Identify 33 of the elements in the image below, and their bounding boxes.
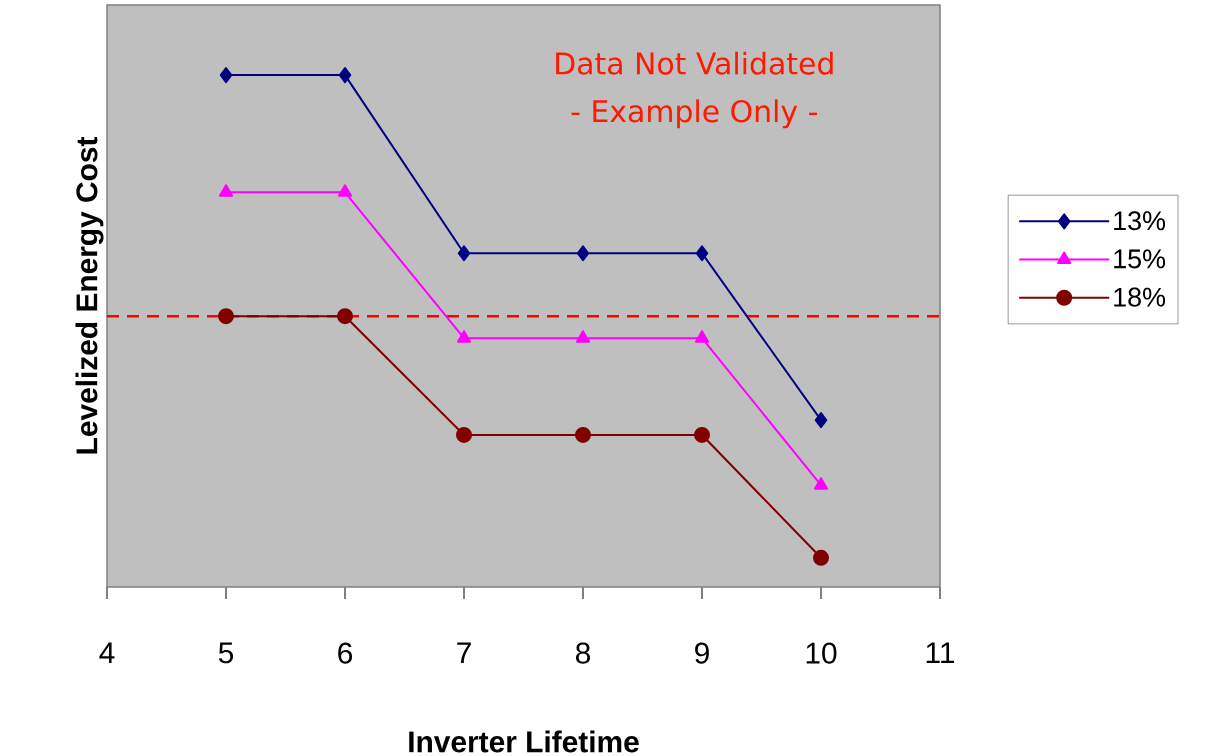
point (694, 330, 710, 343)
point (814, 412, 828, 429)
x-tick-label: 6 (338, 642, 353, 664)
x-tick-label: 5 (218, 642, 234, 664)
point (695, 245, 709, 262)
point (337, 184, 353, 197)
point (694, 427, 711, 444)
x-tick-label: 4 (99, 642, 115, 664)
annotation: - Example Only - (571, 99, 817, 129)
point (457, 245, 471, 262)
x-axis-title: Inverter Lifetime (409, 730, 639, 753)
point (338, 67, 352, 84)
x-tick-label: 10 (806, 642, 837, 664)
point (813, 549, 830, 566)
x-tick-label: 7 (457, 642, 471, 664)
point (813, 477, 829, 490)
point (456, 427, 473, 444)
point (575, 330, 591, 343)
y-axis-title: Levelized Energy Cost (75, 137, 104, 454)
x-tick-label: 11 (926, 642, 955, 664)
point (218, 184, 234, 197)
point (576, 245, 590, 262)
legend-label: 13% (1114, 211, 1166, 231)
point (575, 427, 591, 444)
legend-label: 15% (1114, 249, 1166, 269)
x-tick-label: 8 (575, 642, 591, 664)
point (456, 330, 472, 343)
point (337, 308, 354, 325)
legend-label: 18% (1114, 287, 1166, 307)
point (218, 308, 235, 325)
x-tick-label: 9 (695, 642, 709, 664)
point (219, 67, 233, 84)
text: Data Not Validated (556, 51, 833, 75)
